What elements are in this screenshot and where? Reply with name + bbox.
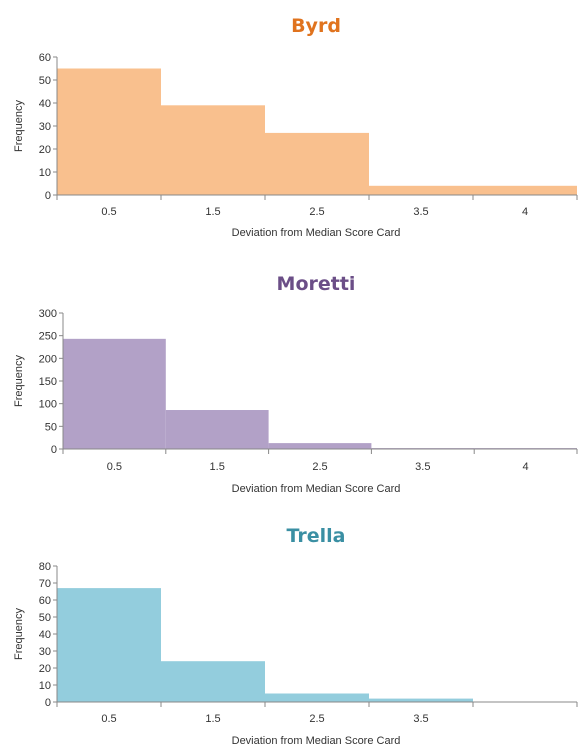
bar: [265, 693, 369, 702]
bar: [57, 588, 161, 702]
y-tick-label: 0: [51, 444, 57, 456]
y-tick-label: 60: [39, 52, 51, 64]
bar: [268, 443, 372, 449]
y-axis-label: Frequency: [13, 608, 25, 660]
bar: [63, 338, 166, 449]
bar: [165, 410, 269, 449]
bar: [161, 661, 265, 702]
y-tick-label: 250: [39, 331, 57, 343]
x-axis-label: Deviation from Median Score Card: [232, 483, 401, 495]
y-tick-label: 60: [39, 595, 51, 607]
x-tick-label: 1.5: [205, 206, 220, 218]
y-axis-label: Frequency: [13, 100, 25, 152]
bar: [265, 132, 369, 195]
y-tick-label: 30: [39, 646, 51, 658]
y-tick-label: 100: [39, 399, 57, 411]
y-tick-label: 70: [39, 578, 51, 590]
y-tick-label: 150: [39, 376, 57, 388]
chart-title: Byrd: [291, 15, 341, 37]
y-tick-label: 10: [39, 680, 51, 692]
y-tick-label: 30: [39, 121, 51, 133]
bar: [473, 185, 577, 195]
y-tick-label: 50: [39, 75, 51, 87]
y-tick-label: 0: [45, 697, 51, 709]
x-tick-label: 0.5: [107, 461, 122, 473]
y-tick-label: 300: [39, 308, 57, 320]
chart-title: Trella: [287, 525, 346, 547]
y-axis-label: Frequency: [13, 355, 25, 407]
x-tick-label: 2.5: [312, 461, 327, 473]
x-tick-label: 1.5: [205, 713, 220, 725]
y-tick-label: 20: [39, 663, 51, 675]
bar: [369, 185, 473, 195]
y-tick-label: 10: [39, 167, 51, 179]
x-tick-label: 0.5: [101, 713, 116, 725]
x-axis-label: Deviation from Median Score Card: [232, 735, 401, 747]
y-tick-label: 20: [39, 144, 51, 156]
x-tick-label: 3.5: [413, 713, 428, 725]
bar: [369, 698, 473, 702]
x-tick-label: 3.5: [413, 206, 428, 218]
x-tick-label: 4: [523, 461, 529, 473]
y-tick-label: 0: [45, 190, 51, 202]
x-tick-label: 0.5: [101, 206, 116, 218]
y-tick-label: 200: [39, 353, 57, 365]
bar: [161, 105, 265, 195]
chart-1: Moretti 0 50 100 150 200 250 300 0.5 1.5 2.5 3.5 4 De…: [13, 273, 578, 495]
y-tick-label: 80: [39, 561, 51, 573]
x-tick-label: 2.5: [309, 206, 324, 218]
y-tick-label: 40: [39, 98, 51, 110]
x-tick-label: 1.5: [210, 461, 225, 473]
y-tick-label: 40: [39, 629, 51, 641]
x-tick-label: 2.5: [309, 713, 324, 725]
y-tick-label: 50: [39, 612, 51, 624]
x-tick-label: 3.5: [415, 461, 430, 473]
chart-0: Byrd 0 10 20 30 40 50 60 0.5 1.5 2.5 3.5 4 Deviation …: [13, 15, 578, 239]
chart-title: Moretti: [277, 273, 356, 295]
y-tick-label: 50: [45, 421, 57, 433]
x-axis-label: Deviation from Median Score Card: [232, 227, 401, 239]
x-tick-label: 4: [522, 206, 528, 218]
chart-2: Trella 0 10 20 30 40 50 60 70 80 0.5 1.5 2.5 3.5 Devia…: [13, 525, 578, 747]
bar: [57, 68, 161, 195]
